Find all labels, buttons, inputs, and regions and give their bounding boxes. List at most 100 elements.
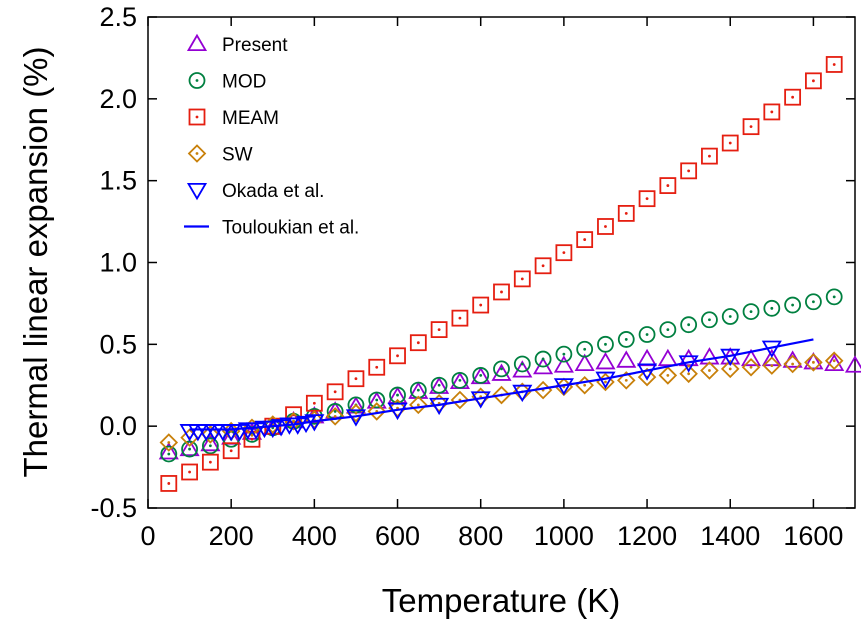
data-point-mod <box>555 345 573 363</box>
x-tick-label: 600 <box>375 521 420 551</box>
data-point-sw <box>201 425 220 444</box>
series-touloukian-et-al <box>189 338 814 431</box>
data-point-meam-dot <box>520 277 524 281</box>
legend-swatch-dot <box>195 79 199 82</box>
data-point-sw <box>637 367 657 387</box>
data-point-meam <box>430 321 448 339</box>
data-point-mod-dot <box>832 295 836 299</box>
data-point-present <box>179 438 200 457</box>
data-point-mod <box>638 326 656 343</box>
data-point-meam <box>513 270 531 288</box>
data-point-meam-dot <box>541 264 545 268</box>
data-point-present <box>824 353 845 371</box>
data-point-sw-dot <box>167 441 171 444</box>
x-tick-label: 1200 <box>617 521 677 551</box>
data-point-sw-dot <box>749 365 753 369</box>
data-point-mod-dot <box>624 338 628 341</box>
y-axis-title: Thermal linear expansion (%) <box>17 46 54 477</box>
data-point-mod-dot <box>458 378 462 382</box>
data-point-present <box>158 442 179 460</box>
data-point-sw <box>492 385 511 405</box>
data-point-present <box>636 348 658 367</box>
legend-label: Touloukian et al. <box>222 218 359 239</box>
y-tick-label: 0.0 <box>99 411 137 441</box>
data-point-meam-dot <box>583 238 587 241</box>
data-point-meam <box>389 347 406 365</box>
data-point-mod-dot <box>520 362 524 366</box>
data-point-mod <box>160 445 178 463</box>
data-point-meam <box>576 231 594 248</box>
data-point-sw-dot <box>604 380 607 384</box>
data-point-present <box>657 348 678 367</box>
data-point-mod <box>680 316 698 334</box>
data-point-meam-dot <box>624 212 628 215</box>
data-point-meam-dot <box>354 377 358 381</box>
data-point-meam <box>326 383 344 401</box>
data-point-sw <box>824 351 844 370</box>
data-point-mod-dot <box>167 452 171 456</box>
data-point-mod <box>451 371 469 389</box>
data-point-sw-dot <box>708 369 711 372</box>
data-point-meam <box>638 190 656 208</box>
data-point-mod-dot <box>770 306 774 310</box>
data-point-mod-dot <box>604 342 607 346</box>
data-point-mod <box>659 321 677 339</box>
data-point-mod <box>201 437 219 455</box>
legend: Present MOD MEAM SW Okada et al. Touloukian e… <box>184 33 359 239</box>
legend-item-touloukian-et-al: Touloukian et al. <box>184 218 359 239</box>
data-point-meam <box>742 118 760 136</box>
data-point-meam-dot <box>812 79 815 83</box>
data-point-sw <box>783 354 802 374</box>
data-point-sw-dot <box>333 414 337 418</box>
data-point-mod-dot <box>791 303 795 307</box>
data-point-mod-dot <box>541 357 545 361</box>
data-point-meam <box>222 442 240 460</box>
data-point-meam <box>347 370 365 388</box>
data-point-sw <box>388 398 407 418</box>
data-point-mod-dot <box>396 393 399 397</box>
legend-item-sw: SW <box>187 144 253 166</box>
data-point-mod-dot <box>645 333 649 336</box>
data-point-meam-dot <box>666 184 670 187</box>
legend-swatch-dot <box>195 115 199 119</box>
data-point-sw <box>762 356 782 375</box>
data-point-mod <box>513 355 531 373</box>
data-point-present <box>844 355 861 373</box>
legend-item-mod: MOD <box>188 72 266 93</box>
data-point-meam <box>368 358 386 376</box>
data-point-sw-dot <box>687 372 691 376</box>
data-point-sw-dot <box>292 419 295 423</box>
data-point-mod <box>181 440 198 458</box>
data-point-sw <box>429 393 449 413</box>
data-point-mod <box>472 367 490 384</box>
data-point-meam-dot <box>229 449 233 453</box>
data-point-meam-dot <box>396 354 399 358</box>
y-tick-label: 1.5 <box>99 166 137 196</box>
data-point-mod-dot <box>375 398 379 402</box>
data-point-mod <box>825 288 843 306</box>
y-tick-label: 2.5 <box>99 2 137 32</box>
data-point-meam-dot <box>604 225 607 228</box>
data-point-present <box>595 352 616 370</box>
legend-label: MEAM <box>222 108 279 129</box>
data-point-sw-dot <box>728 367 732 371</box>
data-point-mod-dot <box>708 318 711 322</box>
data-point-sw-dot <box>624 378 628 382</box>
series-meam <box>160 56 843 492</box>
data-point-present <box>553 355 574 373</box>
data-point-meam <box>805 72 822 90</box>
data-point-mod <box>742 303 760 321</box>
data-point-present <box>574 353 595 371</box>
data-point-mod <box>493 360 510 378</box>
legend-label: MOD <box>222 72 266 93</box>
y-tick-label: 1.0 <box>99 248 137 278</box>
data-point-mod <box>534 350 552 368</box>
data-point-mod <box>389 386 406 404</box>
x-axis-title: Temperature (K) <box>382 582 620 619</box>
data-point-sw <box>367 402 387 421</box>
data-point-meam <box>721 134 739 152</box>
x-tick-label: 1000 <box>534 521 594 551</box>
x-tick-label: 800 <box>458 521 503 551</box>
legend-swatch <box>186 182 208 201</box>
